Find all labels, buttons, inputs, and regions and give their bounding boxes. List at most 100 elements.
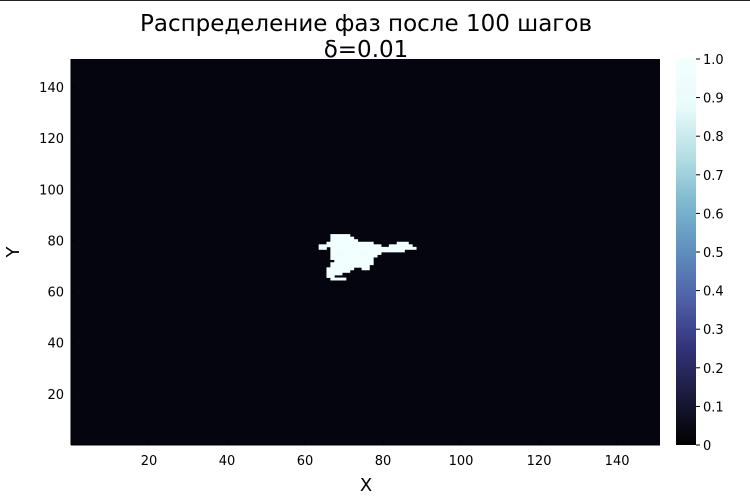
colorbar-ticks: 0 0.1 0.2 0.3 0.4 0.5 0.6 0.7 0.8 0.9 1.0 <box>696 53 724 454</box>
heatmap-cell <box>400 244 405 248</box>
heatmap-cell <box>385 246 390 250</box>
heatmap-cell <box>346 244 351 248</box>
heatmap-cell <box>404 241 409 245</box>
heatmap-cell <box>346 257 351 261</box>
heatmap-cell <box>369 259 374 263</box>
heatmap-cell <box>361 246 366 250</box>
colorbar-tick-label: 0.7 <box>703 169 724 184</box>
heatmap-cell <box>353 262 359 266</box>
colorbar-tick-label: 0 <box>703 439 711 454</box>
heatmap-cell <box>369 246 374 250</box>
heatmap-cell <box>400 246 405 250</box>
heatmap-cell <box>342 246 347 250</box>
colorbar-tick-label: 0.1 <box>703 400 724 415</box>
heatmap-cell <box>338 277 343 281</box>
heatmap-cell <box>361 264 366 268</box>
heatmap-cell <box>342 262 347 266</box>
heatmap-cell <box>338 264 343 268</box>
heatmap-cell <box>334 234 339 238</box>
heatmap-cell <box>361 257 366 261</box>
colorbar-tick-label: 0.8 <box>703 130 724 145</box>
heatmap-cell <box>346 234 351 238</box>
heatmap-cell <box>369 241 374 245</box>
heatmap-cell <box>346 246 351 250</box>
heatmap-cell <box>373 246 378 250</box>
heatmap-cell <box>342 249 347 253</box>
heatmap-cell <box>342 254 347 258</box>
heatmap-cell <box>381 246 386 250</box>
heatmap-cell <box>361 254 366 258</box>
heatmap-cell <box>392 246 398 250</box>
heatmap-cell <box>342 236 347 240</box>
heatmap-cell <box>357 249 362 253</box>
heatmap-cell <box>334 259 339 263</box>
heatmap-cell <box>400 249 405 253</box>
heatmap-cell <box>342 234 347 238</box>
heatmap-cell <box>342 264 347 268</box>
heatmap-cell <box>338 259 343 263</box>
heatmap-cell <box>326 241 331 245</box>
heatmap-cell <box>353 246 359 250</box>
heatmap-cell <box>353 257 359 261</box>
heatmap-cell <box>365 244 370 248</box>
chart-subtitle: δ=0.01 <box>324 37 409 63</box>
heatmap-cell <box>357 252 362 255</box>
heatmap-cell <box>326 267 331 271</box>
heatmap-cell <box>342 252 347 255</box>
heatmap-cell <box>330 269 335 273</box>
heatmap-cell <box>334 236 339 240</box>
heatmap-cell <box>392 244 398 248</box>
heatmap-cell <box>342 277 347 281</box>
heatmap-cell <box>357 241 362 245</box>
heatmap-cell <box>349 262 355 266</box>
heatmap-cell <box>338 257 343 261</box>
heatmap-cell <box>349 257 355 261</box>
heatmap-cell <box>365 257 370 261</box>
heatmap-cell <box>330 249 335 253</box>
heatmap-cell <box>353 241 359 245</box>
heatmap-cell <box>349 254 355 258</box>
heatmap-cell <box>346 267 351 271</box>
heatmap-cell <box>334 272 339 276</box>
heatmap-cell <box>326 244 331 248</box>
y-tick-label: 40 <box>47 337 64 352</box>
heatmap-cell <box>377 249 382 253</box>
heatmap-cell <box>369 249 374 253</box>
heatmap-cell <box>365 252 370 255</box>
heatmap-cell <box>334 264 339 268</box>
heatmap-cell <box>349 239 355 243</box>
heatmap-cell <box>357 246 362 250</box>
heatmap-cell <box>330 254 335 258</box>
y-tick-label: 80 <box>47 234 64 249</box>
heatmap-cell <box>342 269 347 273</box>
heatmap-cell <box>338 241 343 245</box>
colorbar-tick-label: 0.2 <box>703 362 724 377</box>
heatmap-cell <box>330 264 335 268</box>
y-tick-label: 140 <box>39 81 64 96</box>
heatmap-cell <box>342 267 347 271</box>
heatmap-cell <box>349 244 355 248</box>
heatmap-cell <box>338 246 343 250</box>
x-tick-label: 20 <box>141 454 158 469</box>
heatmap-cell <box>338 244 343 248</box>
heatmap-cell <box>361 252 366 255</box>
heatmap-cell <box>346 236 351 240</box>
heatmap-cell <box>334 241 339 245</box>
heatmap-cell <box>373 252 378 255</box>
heatmap-cell <box>365 264 370 268</box>
heatmap-cell <box>326 269 331 273</box>
heatmap-cell <box>369 254 374 258</box>
colorbar-tick-label: 1.0 <box>703 53 724 68</box>
heatmap-cell <box>353 254 359 258</box>
heatmap-cell <box>330 239 335 243</box>
heatmap-cell <box>346 262 351 266</box>
heatmap-cell <box>334 269 339 273</box>
heatmap-cell <box>338 252 343 255</box>
x-axis-label: X <box>360 475 372 496</box>
heatmap-cell <box>404 244 409 248</box>
x-tick-label: 60 <box>297 454 314 469</box>
x-tick-label: 140 <box>605 454 630 469</box>
heatmap-cell <box>357 259 362 263</box>
heatmap-cell <box>342 257 347 261</box>
heatmap-cell <box>353 239 359 243</box>
